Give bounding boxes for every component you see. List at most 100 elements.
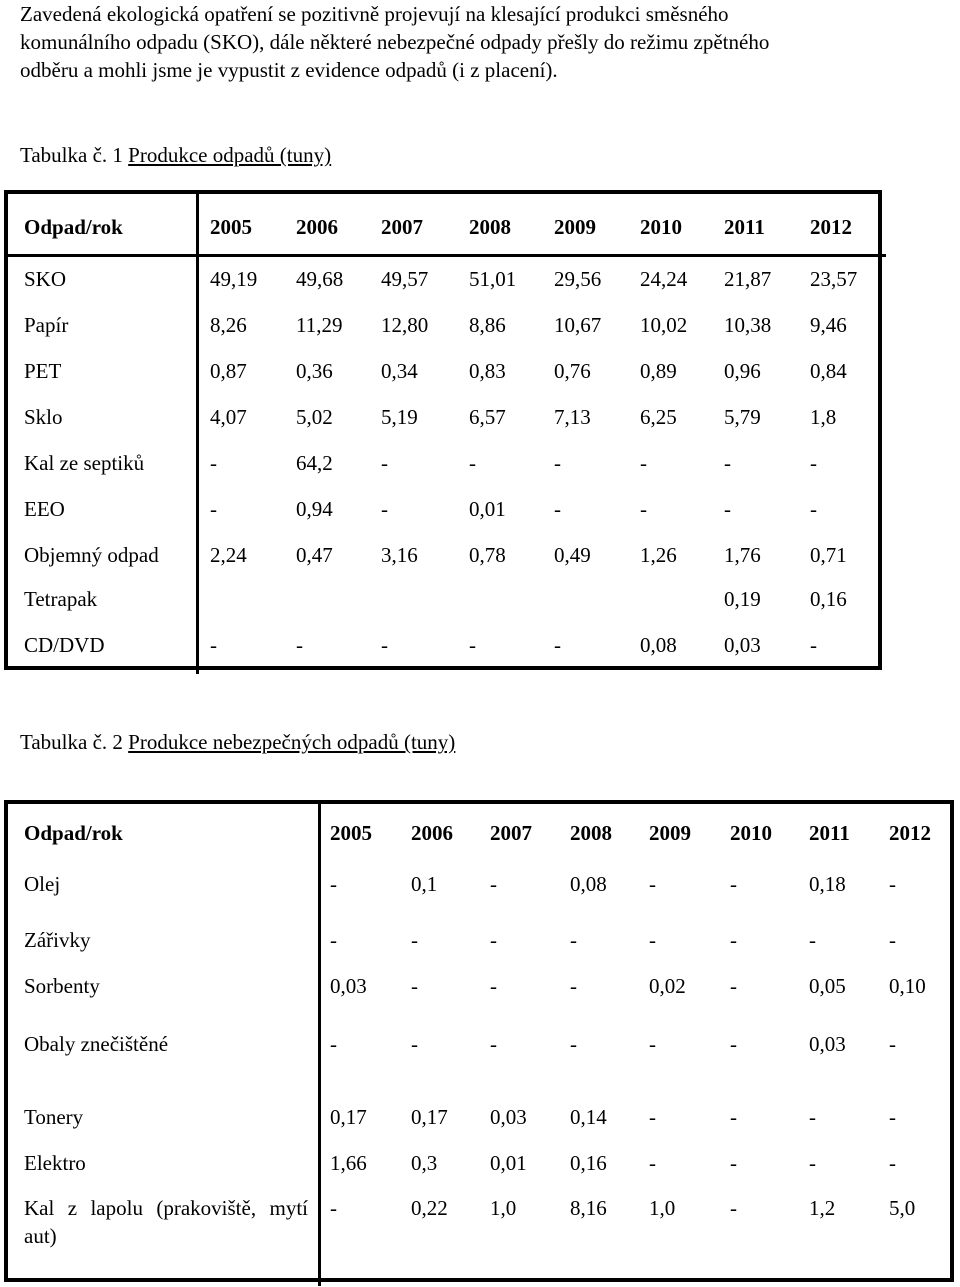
table-cell: 11,29 [296,313,343,337]
table-cell: 29,56 [554,267,602,291]
table-cell: - [730,928,737,952]
table1-caption-title: Produkce odpadů (tuny) [128,143,332,167]
table-cell: 1,0 [490,1196,517,1220]
table1-caption-prefix: Tabulka č. 1 [20,143,123,167]
table-cell: 0,96 [724,359,761,383]
table-cell: - [730,872,737,896]
row-label: Elektro [24,1151,86,1175]
header-year: 2008 [570,821,612,845]
table2-caption-title: Produkce nebezpečných odpadů (tuny) [128,730,456,754]
table-cell: 5,19 [381,405,418,429]
table-cell: - [330,1196,337,1220]
table-cell: - [490,872,497,896]
table-cell: 0,19 [724,587,761,611]
intro-line: komunálního odpadu (SKO), dále některé n… [20,30,770,54]
table-cell: 6,57 [469,405,506,429]
header-year: 2011 [809,821,850,845]
table-cell: - [809,1151,816,1175]
table-cell: 0,22 [411,1196,448,1220]
table-cell: - [469,633,476,657]
table-cell: 8,26 [210,313,247,337]
row-label: Sorbenty [24,974,100,998]
table-cell: - [724,451,731,475]
table-cell: 10,02 [640,313,688,337]
table-cell: 8,16 [570,1196,607,1220]
table-cell: 51,01 [469,267,517,291]
table-cell: - [330,928,337,952]
table-cell: 0,03 [330,974,367,998]
table-cell: 0,17 [411,1105,448,1129]
table-cell: - [490,928,497,952]
table-cell: 7,13 [554,405,591,429]
header-year: 2005 [210,215,252,239]
table-cell: - [649,1151,656,1175]
row-label: Sklo [24,405,63,429]
table-cell: - [381,633,388,657]
table-cell: 5,79 [724,405,761,429]
header-year: 2011 [724,215,765,239]
table-rule [196,194,199,674]
table-cell: - [649,872,656,896]
table-cell: 0,03 [490,1105,527,1129]
table-cell: 6,25 [640,405,677,429]
table-cell: 21,87 [724,267,772,291]
table-cell: 0,94 [296,497,333,521]
header-year: 2009 [649,821,691,845]
header-year: 2012 [889,821,931,845]
table-cell: 0,78 [469,543,506,567]
table-cell: 10,67 [554,313,602,337]
table-cell: 49,68 [296,267,344,291]
table-cell: - [649,1105,656,1129]
table-cell: 64,2 [296,451,333,475]
table-cell: - [570,974,577,998]
intro-line: Zavedená ekologická opatření se pozitivn… [20,2,729,26]
table-cell: 0,18 [809,872,846,896]
table-cell: 0,3 [411,1151,438,1175]
row-label: PET [24,359,62,383]
row-label: EEO [24,497,65,521]
table-cell: 0,89 [640,359,677,383]
table-cell: - [381,451,388,475]
row-label: Olej [24,872,61,896]
table-cell: - [730,974,737,998]
table-cell: - [810,497,817,521]
header-year: 2005 [330,821,372,845]
table-cell: - [889,928,896,952]
table-cell: - [889,1032,896,1056]
header-year: 2010 [640,215,682,239]
table-cell: 5,0 [889,1196,916,1220]
table-rule [8,254,886,257]
table-cell: - [730,1105,737,1129]
table1-caption: Tabulka č. 1 Produkce odpadů (tuny) [20,141,331,169]
row-label: Kal z lapolu (prakoviště, mytí aut) [24,1196,308,1248]
table-cell: 1,66 [330,1151,367,1175]
table-cell: - [730,1151,737,1175]
table-cell: 0,03 [724,633,761,657]
table-cell: 12,80 [381,313,429,337]
table-cell: 0,10 [889,974,926,998]
intro-line: odběru a mohli jsme je vypustit z eviden… [20,58,558,82]
table-cell: 1,2 [809,1196,836,1220]
table-cell: 0,71 [810,543,847,567]
table-cell: 8,86 [469,313,506,337]
table-cell: - [411,928,418,952]
table-cell: 0,02 [649,974,686,998]
table-cell: 4,07 [210,405,247,429]
table-cell: - [889,1105,896,1129]
table-cell: 23,57 [810,267,858,291]
table-cell: - [809,928,816,952]
table-cell: 0,16 [810,587,847,611]
table-cell: - [330,872,337,896]
table-cell: - [649,928,656,952]
row-label: SKO [24,267,67,291]
table2-caption: Tabulka č. 2 Produkce nebezpečných odpad… [20,728,455,756]
row-label: Tonery [24,1105,84,1129]
table-cell: - [490,974,497,998]
header-year: 2009 [554,215,596,239]
header-year: 2007 [490,821,532,845]
table-cell: 0,17 [330,1105,367,1129]
header-year: 2010 [730,821,772,845]
table-cell: 0,84 [810,359,847,383]
table-cell: 24,24 [640,267,688,291]
table-cell: 0,83 [469,359,506,383]
